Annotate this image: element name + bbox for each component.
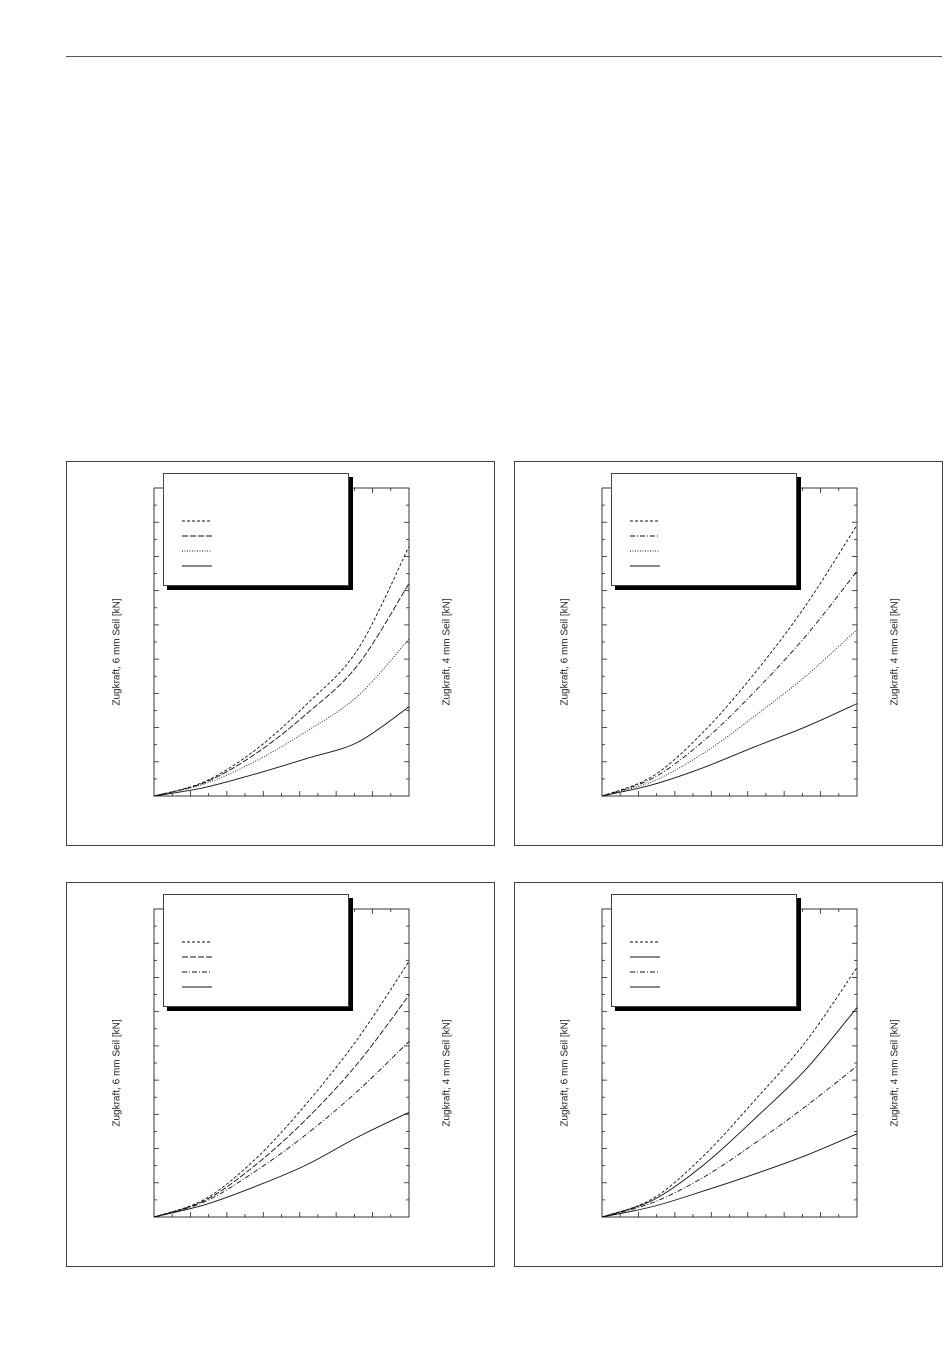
legend-samples: [630, 941, 660, 988]
series-line-2: [601, 570, 858, 797]
legend-samples: [630, 520, 660, 567]
chart-panel-1: Zugkraft, 6 mm Seil [kN] Zugkraft, 4 mm …: [66, 461, 495, 846]
series-line-4: [601, 703, 858, 797]
series-line-1: [601, 524, 858, 797]
series-line-4: [153, 706, 410, 797]
legend-samples: [182, 520, 212, 567]
series-line-3: [153, 638, 410, 797]
legend: [611, 473, 797, 586]
series-line-2: [153, 994, 410, 1218]
header-rule: [66, 56, 942, 57]
series-line-3: [601, 629, 858, 797]
series-line-4: [601, 1133, 858, 1218]
plot-area: [601, 487, 858, 797]
chart-panel-4: Zugkraft, 6 mm Seil [kN] Zugkraft, 4 mm …: [514, 882, 943, 1267]
legend-samples: [182, 941, 212, 988]
legend: [163, 894, 349, 1007]
series-line-3: [153, 1041, 410, 1218]
series-line-1: [153, 546, 410, 797]
legend: [163, 473, 349, 586]
chart-panel-3: Zugkraft, 6 mm Seil [kN] Zugkraft, 4 mm …: [66, 882, 495, 1267]
series-line-1: [601, 967, 858, 1218]
legend: [611, 894, 797, 1007]
series-line-2: [601, 1007, 858, 1218]
series-line-4: [153, 1111, 410, 1218]
chart-panel-2: Zugkraft, 6 mm Seil [kN] Zugkraft, 4 mm …: [514, 461, 943, 846]
series-line-3: [601, 1065, 858, 1218]
series-line-2: [153, 583, 410, 797]
